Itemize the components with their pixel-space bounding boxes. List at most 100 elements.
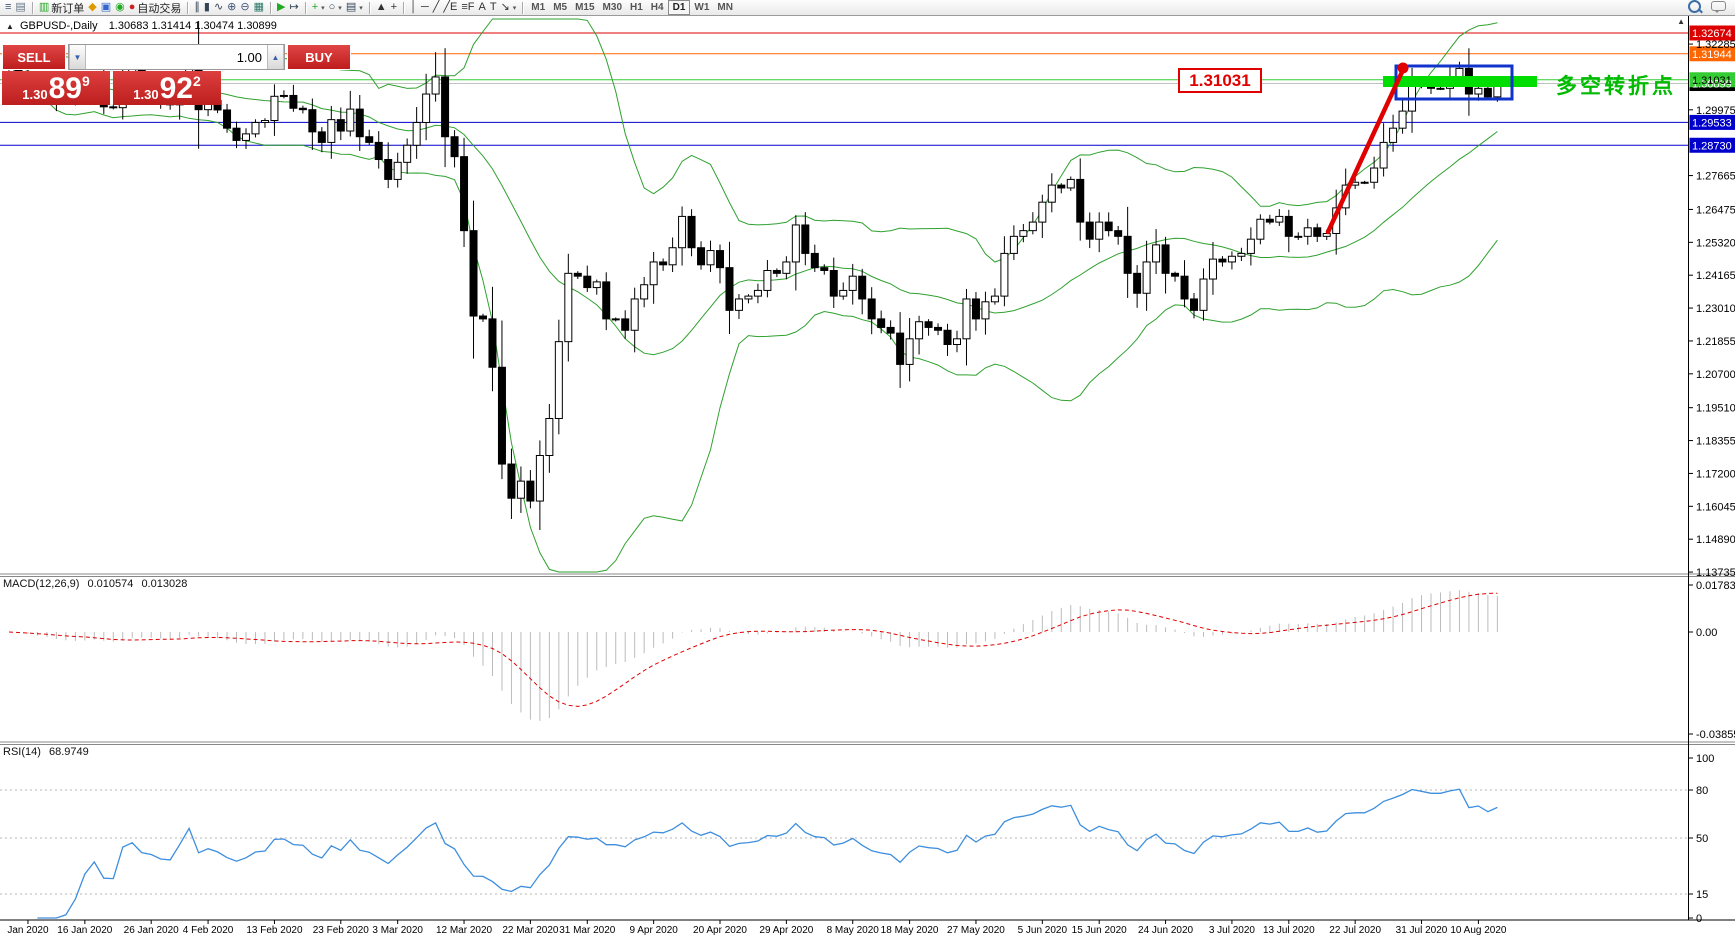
panel-collapse-icon[interactable]: ▲ — [6, 22, 14, 31]
svg-text:26 Jan 2020: 26 Jan 2020 — [124, 925, 179, 936]
crosshair-icon[interactable]: + — [389, 1, 399, 15]
timeframe-button-H4[interactable]: H4 — [650, 2, 664, 13]
svg-text:31 Jul 2020: 31 Jul 2020 — [1396, 925, 1448, 936]
svg-text:24 Jun 2020: 24 Jun 2020 — [1138, 925, 1193, 936]
trendline-icon[interactable]: ╱ — [431, 1, 442, 15]
fibonacci-icon[interactable]: ≡F — [459, 1, 476, 15]
price-level-callout[interactable]: 1.31031 — [1178, 68, 1262, 93]
horizontal-line-icon: ─ — [420, 1, 429, 13]
candlestick-chart-icon[interactable]: ▮ — [202, 1, 212, 15]
panel-separators[interactable] — [0, 16, 1735, 921]
svg-text:1.18355: 1.18355 — [1696, 436, 1735, 448]
volume-decrease-button[interactable]: ▼ — [69, 45, 86, 69]
metaeditor-icon[interactable]: ◆ — [86, 1, 98, 15]
svg-text:1.13735: 1.13735 — [1696, 567, 1735, 579]
label-icon[interactable]: T — [488, 1, 499, 15]
auto-scroll-icon[interactable]: ▶ — [275, 1, 287, 15]
timeframe-button-M30[interactable]: M30 — [602, 2, 622, 13]
svg-text:0: 0 — [1696, 913, 1702, 925]
turning-point-band[interactable] — [1383, 76, 1537, 87]
buy-price-pipette: 2 — [192, 73, 201, 89]
new-order-button[interactable]: ▥ 新订单 — [37, 1, 86, 15]
terminal-icon: ▣ — [100, 1, 112, 13]
autotrading-button: ● — [128, 1, 136, 13]
svg-text:22 Jul 2020: 22 Jul 2020 — [1329, 925, 1381, 936]
autotrading-button-label: 自动交易 — [137, 2, 182, 15]
indicators-icon[interactable]: + ▾ — [310, 1, 327, 15]
chart-preview-icon[interactable]: ▤ — [13, 1, 27, 15]
arrows-icon: ↘ — [500, 1, 510, 13]
svg-text:1.25320: 1.25320 — [1696, 237, 1735, 249]
period-icon[interactable]: ○ ▾ — [327, 1, 344, 15]
timeframe-button-H1[interactable]: H1 — [630, 2, 643, 13]
sell-price[interactable]: 1.30 89 9 — [2, 71, 110, 105]
rsi-name: RSI(14) — [3, 746, 41, 758]
channel-icon[interactable]: ╱E — [441, 1, 459, 15]
svg-text:1.26475: 1.26475 — [1696, 204, 1735, 216]
zoom-out-icon[interactable]: ⊖ — [238, 1, 251, 15]
vertical-line-icon: │ — [410, 1, 417, 13]
date-axis[interactable] — [27, 920, 1479, 924]
template-icon[interactable]: ▤ ▾ — [344, 1, 365, 15]
buy-button[interactable]: BUY — [287, 44, 351, 70]
svg-text:3 Mar 2020: 3 Mar 2020 — [372, 925, 423, 936]
horizontal-line-icon[interactable]: ─ — [419, 1, 431, 15]
timeframe-button-M5[interactable]: M5 — [553, 2, 568, 13]
indicators-icon: + — [311, 1, 319, 13]
buy-price[interactable]: 1.30 92 2 — [113, 71, 221, 105]
svg-text:4 Feb 2020: 4 Feb 2020 — [183, 925, 234, 936]
rsi-indicator-label: RSI(14) 68.9749 — [3, 746, 94, 758]
timeframe-button-D1[interactable]: D1 — [667, 0, 691, 15]
bollinger-bands[interactable] — [8, 18, 1498, 573]
tile-windows-icon[interactable]: ▦ — [252, 1, 266, 15]
scroll-up-icon[interactable]: ▲ — [1677, 17, 1685, 26]
timeframe-button-M15[interactable]: M15 — [575, 2, 595, 13]
line-chart-icon[interactable]: ∿ — [212, 1, 225, 15]
svg-text:22 Mar 2020: 22 Mar 2020 — [502, 925, 559, 936]
trend-dot[interactable] — [1397, 62, 1409, 74]
chart-preview-icon: ▤ — [15, 1, 26, 13]
svg-text:1.32285: 1.32285 — [1696, 39, 1735, 51]
candlestick-chart-icon: ▮ — [203, 1, 210, 13]
volume-input[interactable] — [86, 45, 267, 69]
chart-title: GBPUSD-,Daily 1.30683 1.31414 1.30474 1.… — [20, 20, 277, 32]
macd-panel[interactable] — [8, 590, 1498, 721]
price-axis[interactable] — [1688, 25, 1735, 919]
search-icon[interactable] — [1688, 0, 1701, 16]
svg-text:27 May 2020: 27 May 2020 — [947, 925, 1005, 936]
autotrading-button[interactable]: ● 自动交易 — [127, 1, 184, 15]
svg-text:23 Feb 2020: 23 Feb 2020 — [313, 925, 370, 936]
svg-text:1.14890: 1.14890 — [1696, 534, 1735, 546]
trend-line[interactable] — [1325, 69, 1405, 235]
timeframe-button-M1[interactable]: M1 — [531, 2, 546, 13]
svg-text:16 Jan 2020: 16 Jan 2020 — [57, 925, 112, 936]
market-watch-icon[interactable]: ≡ — [3, 1, 13, 15]
candlestick-series[interactable] — [5, 20, 1502, 531]
timeframe-button-MN[interactable]: MN — [717, 2, 733, 13]
timeframe-button-W1[interactable]: W1 — [694, 2, 710, 13]
volume-increase-button[interactable]: ▲ — [267, 45, 284, 69]
svg-text:1.31944: 1.31944 — [1692, 49, 1732, 61]
bar-chart-icon[interactable]: ∥ — [192, 1, 202, 15]
rsi-panel[interactable] — [0, 788, 1688, 919]
terminal-icon[interactable]: ▣ — [99, 1, 113, 15]
svg-text:20 Apr 2020: 20 Apr 2020 — [693, 925, 747, 936]
svg-text:15: 15 — [1696, 889, 1708, 901]
label-icon: T — [489, 1, 497, 13]
signals-icon[interactable]: ◉ — [113, 1, 127, 15]
vertical-line-icon[interactable]: │ — [408, 1, 419, 15]
cursor-icon[interactable]: ▲ — [374, 1, 389, 15]
turning-point-annotation[interactable]: 多空转折点 — [1556, 75, 1676, 98]
bar-chart-icon: ∥ — [194, 1, 200, 13]
signals-icon: ◉ — [115, 1, 125, 13]
chat-icon[interactable] — [1711, 1, 1726, 14]
chart-shift-icon[interactable]: ↦ — [287, 1, 300, 15]
arrows-icon[interactable]: ↘ ▾ — [499, 1, 519, 15]
period-icon: ○ — [328, 1, 336, 13]
text-icon[interactable]: A — [476, 1, 487, 15]
zoom-in-icon[interactable]: ⊕ — [225, 1, 238, 15]
sell-button[interactable]: SELL — [2, 44, 66, 70]
svg-text:1.31031: 1.31031 — [1692, 75, 1732, 87]
template-icon: ▤ — [345, 1, 357, 13]
